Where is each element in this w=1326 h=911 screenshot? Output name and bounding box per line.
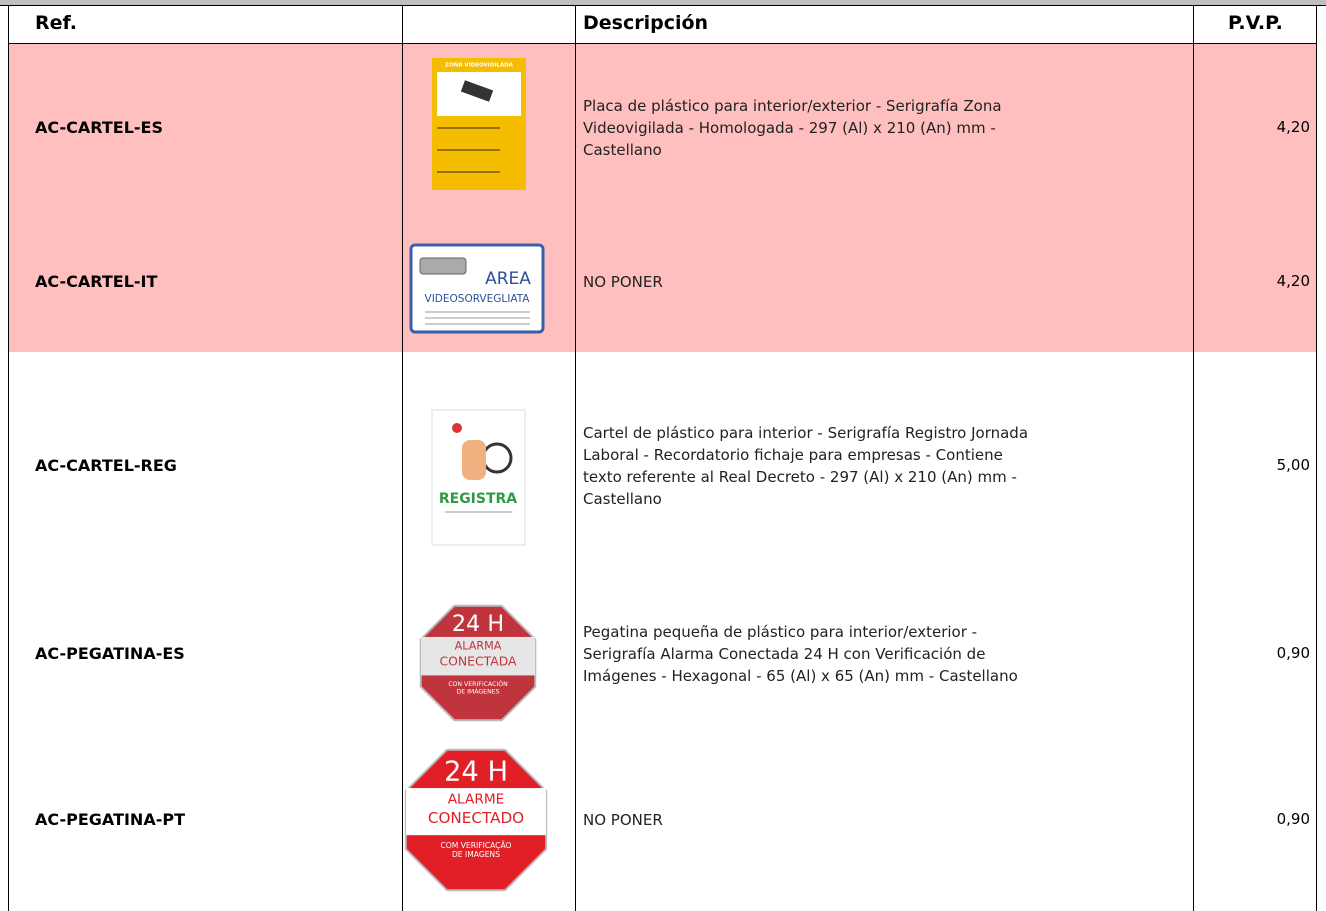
- image-text: ZONA VIDEOVIGILADA: [445, 63, 514, 69]
- image-text: ALARMA: [455, 639, 502, 652]
- price-cell: 0,90: [1276, 809, 1310, 828]
- image-text: VIDEOSORVEGLIATA: [425, 293, 531, 305]
- image-text: COM VERIFICAÇÃO: [440, 841, 511, 850]
- image-text: CON VERIFICACIÓN: [448, 679, 508, 688]
- ref-cell: AC-CARTEL-IT: [35, 271, 158, 291]
- description-line: Placa de plástico para interior/exterior…: [583, 96, 1002, 115]
- ref-cell: AC-PEGATINA-ES: [35, 644, 185, 663]
- camera: [419, 257, 467, 275]
- price-cell: 4,20: [1276, 271, 1310, 290]
- image-text: REGISTRA: [439, 491, 517, 507]
- camera: [460, 80, 494, 102]
- table-row: [8, 728, 1316, 911]
- image-text: 24 H: [444, 756, 508, 787]
- ref-cell: AC-CARTEL-REG: [35, 456, 177, 475]
- description-line: texto referente al Real Decreto - 297 (A…: [583, 468, 1017, 486]
- image-text: DE IMÁGENES: [456, 687, 499, 696]
- table-row: [8, 580, 1316, 728]
- table-row: [8, 352, 1316, 580]
- image-text: CONECTADA: [439, 653, 517, 668]
- header-cell: Ref.: [35, 12, 77, 34]
- image-text: CONECTADO: [428, 809, 524, 827]
- price-cell: 0,90: [1276, 644, 1310, 662]
- clock: [481, 442, 513, 474]
- header-row: [8, 6, 1316, 44]
- price-cell: 5,00: [1276, 456, 1310, 474]
- description-line: NO PONER: [583, 272, 663, 291]
- alert: [452, 423, 462, 433]
- table-row: [8, 44, 1316, 211]
- description-line: Laboral - Recordatorio fichaje para empr…: [583, 446, 1003, 464]
- description-line: Imágenes - Hexagonal - 65 (Al) x 65 (An)…: [583, 667, 1018, 685]
- column-border: [1316, 6, 1317, 911]
- column-border: [575, 6, 576, 911]
- price-cell: 4,20: [1276, 117, 1310, 136]
- image-text: 24 H: [452, 611, 504, 637]
- sticker-band: [420, 636, 536, 676]
- image-text: ALARME: [448, 791, 505, 807]
- column-border: [8, 6, 9, 911]
- description-line: Cartel de plástico para interior - Serig…: [583, 424, 1029, 442]
- header-cell: P.V.P.: [1228, 12, 1283, 34]
- description-line: Pegatina pequeña de plástico para interi…: [583, 623, 978, 641]
- description-line: Videovigilada - Homologada - 297 (Al) x …: [583, 118, 996, 137]
- table-row: [8, 211, 1316, 352]
- top-strip: [0, 0, 1326, 6]
- hand: [462, 440, 486, 480]
- description-line: Castellano: [583, 140, 662, 159]
- header-cell: Descripción: [583, 12, 709, 34]
- description-line: Castellano: [583, 490, 662, 508]
- ref-cell: AC-CARTEL-ES: [35, 117, 163, 137]
- ref-cell: AC-PEGATINA-PT: [35, 809, 185, 829]
- sticker-band: [406, 788, 546, 836]
- column-border: [1193, 6, 1194, 911]
- description-line: Serigrafía Alarma Conectada 24 H con Ver…: [583, 645, 986, 663]
- description-line: NO PONER: [583, 810, 663, 829]
- image-text: AREA: [485, 269, 531, 289]
- image-text: DE IMAGENS: [452, 850, 500, 859]
- column-border: [402, 6, 403, 911]
